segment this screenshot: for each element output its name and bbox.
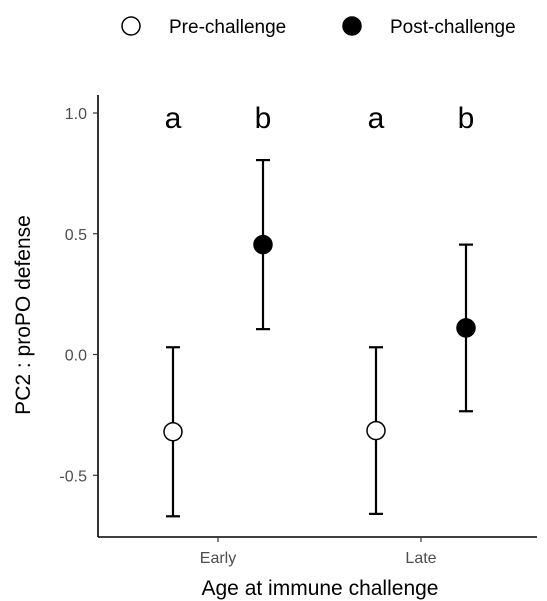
legend-marker	[121, 16, 141, 36]
legend-label: Pre-challenge	[169, 17, 286, 38]
data-point	[253, 234, 273, 255]
y-axis-title: PC2 : proPO defense	[12, 215, 35, 415]
group-letter: a	[165, 102, 182, 135]
legend-marker	[342, 16, 362, 36]
x-tick-label: Late	[405, 550, 436, 567]
data-point	[163, 422, 183, 442]
axes: -0.5 0.0 0.5 1.0 Early Late	[59, 95, 537, 567]
y-tick-label: 0.0	[65, 348, 87, 365]
group-letter: b	[255, 102, 272, 135]
group-letter: b	[458, 102, 475, 135]
legend: Pre-challenge Post-challenge	[121, 16, 516, 38]
y-tick-label: 0.5	[65, 227, 87, 244]
x-tick-label: Early	[200, 550, 236, 567]
y-tick-label: -0.5	[59, 468, 87, 485]
plot-area: a ab b	[163, 102, 476, 518]
data-point	[366, 420, 386, 441]
x-axis-title: Age at immune challenge	[202, 577, 439, 600]
group-letter: a	[368, 102, 385, 135]
legend-label: Post-challenge	[390, 17, 516, 38]
data-point	[456, 318, 476, 338]
y-tick-label: 1.0	[65, 106, 87, 123]
